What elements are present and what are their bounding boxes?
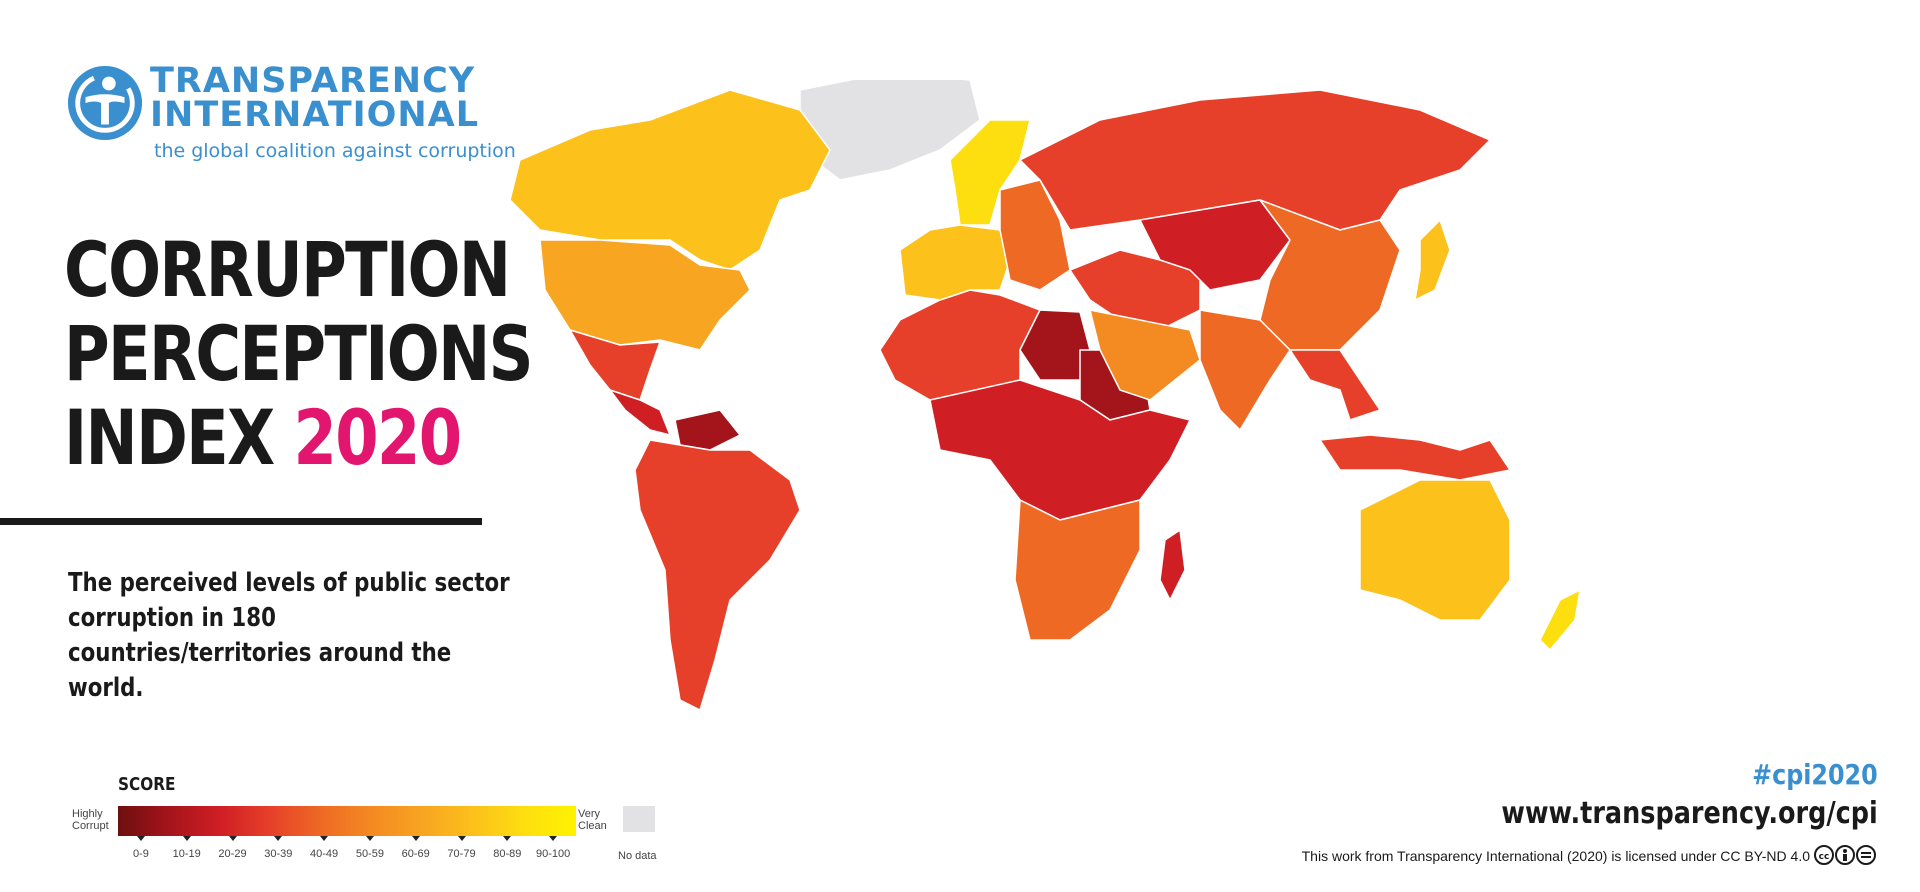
region-canada	[509, 89, 831, 271]
legend-tick-label: 10-19	[172, 848, 201, 860]
svg-text:cc: cc	[1819, 852, 1830, 862]
region-japan	[1414, 219, 1451, 301]
legend-tick-mark	[320, 836, 329, 841]
legend-tick-mark	[365, 836, 374, 841]
region-central-america	[609, 389, 671, 436]
legend-tick-label: 80-89	[493, 848, 522, 860]
legend-tick-label: 30-39	[264, 848, 293, 860]
nd-icon	[1856, 845, 1876, 865]
legend-tick-label: 70-79	[447, 848, 476, 860]
legend-tick-mark	[503, 836, 512, 841]
legend-tick-mark	[228, 836, 237, 841]
cc-icon: cc	[1814, 845, 1834, 865]
legend-no-data-swatch	[623, 806, 655, 832]
legend-tick-mark	[274, 836, 283, 841]
organization-name-line1: TRANSPARENCY	[150, 61, 476, 101]
title-line3-prefix: INDEX	[64, 393, 275, 482]
legend-tick-label: 50-59	[355, 848, 384, 860]
legend-tick-label: 40-49	[310, 848, 339, 860]
region-southeast-asia	[1289, 349, 1381, 421]
by-icon	[1835, 845, 1855, 865]
region-mexico	[569, 329, 661, 401]
legend-no-data-label: No data	[618, 850, 657, 862]
legend-tick-mark	[457, 836, 466, 841]
legend-tick-label: 20-29	[218, 848, 247, 860]
region-south-america	[634, 439, 801, 711]
world-map	[509, 80, 1581, 711]
legend-tick-mark	[182, 836, 191, 841]
transparency-logo-icon	[67, 65, 143, 141]
organization-tagline: the global coalition against corruption	[154, 140, 516, 162]
region-central-asia	[1139, 199, 1291, 291]
region-arabian-peninsula	[1089, 309, 1201, 401]
organization-name: TRANSPARENCY INTERNATIONAL	[150, 61, 480, 135]
region-australia	[1359, 479, 1511, 621]
title-divider	[0, 518, 482, 525]
legend-tick-label: 60-69	[401, 848, 430, 860]
region-new-zealand	[1539, 589, 1581, 651]
title-year: 2020	[293, 393, 463, 482]
title-line2: PERCEPTIONS	[64, 309, 534, 398]
title-line3: INDEX 2020	[64, 396, 532, 480]
region-india	[1199, 309, 1291, 431]
website-link[interactable]: www.transparency.org/cpi	[1501, 796, 1878, 831]
region-central-africa	[929, 379, 1191, 521]
region-madagascar	[1159, 529, 1186, 601]
region-southern-africa	[1014, 499, 1141, 641]
legend-tick-mark	[549, 836, 558, 841]
region-russia	[1019, 89, 1491, 231]
page-title: CORRUPTION PERCEPTIONS INDEX 2020	[64, 225, 534, 480]
legend-title: SCORE	[118, 774, 176, 795]
legend-tick-label: 0-9	[132, 848, 149, 860]
score-legend: SCORE Highly Corrupt Very Clean No data …	[70, 774, 670, 874]
organization-name-line2: INTERNATIONAL	[150, 95, 480, 135]
region-indonesia	[1319, 434, 1511, 481]
legend-color-bar	[118, 806, 576, 836]
region-western-europe	[899, 224, 1011, 301]
license-icons: cc	[1814, 845, 1876, 865]
hashtag: #cpi2020	[1752, 758, 1878, 791]
legend-tick-label: 90-100	[535, 848, 571, 860]
title-line1: CORRUPTION	[64, 225, 511, 314]
description-text: The perceived levels of public sector co…	[68, 568, 510, 703]
organization-logo: TRANSPARENCY INTERNATIONAL the global co…	[66, 61, 516, 162]
legend-tick-mark	[136, 836, 145, 841]
legend-low-label: Highly Corrupt	[72, 808, 109, 832]
legend-high-label: Very Clean	[578, 808, 607, 832]
license-text: This work from Transparency Internationa…	[1301, 848, 1810, 864]
region-venezuela	[674, 409, 741, 451]
legend-tick-mark	[411, 836, 420, 841]
